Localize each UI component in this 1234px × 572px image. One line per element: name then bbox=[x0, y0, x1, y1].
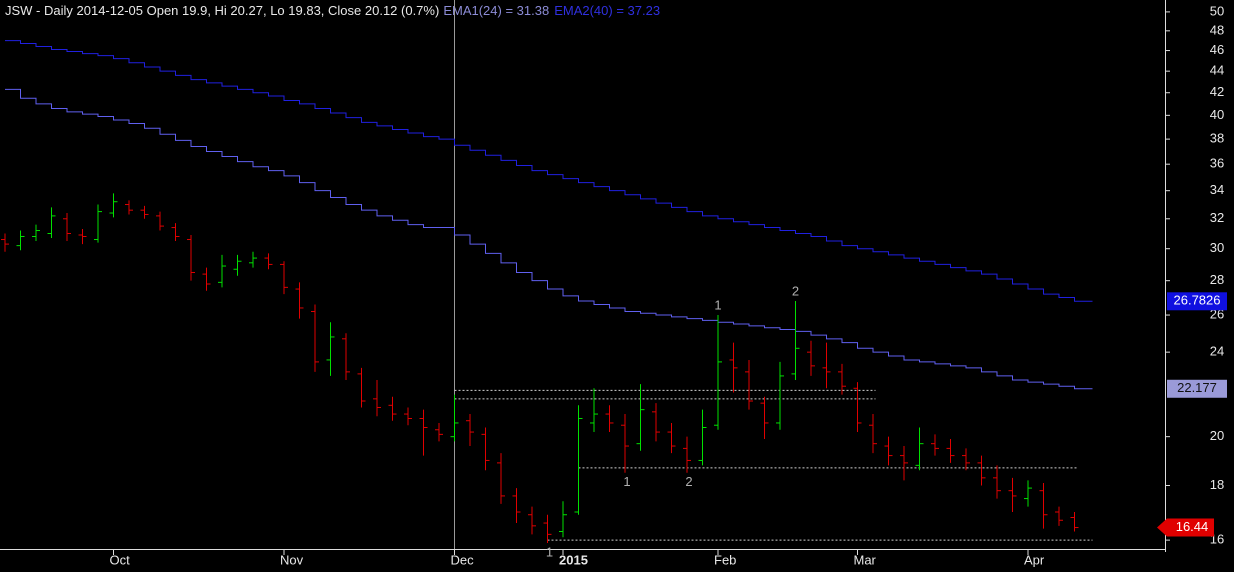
annotation: 2 bbox=[685, 474, 692, 489]
last-value-box bbox=[1167, 292, 1227, 311]
y-tick-label: 30 bbox=[1210, 240, 1224, 255]
x-tick-label: Nov bbox=[280, 552, 304, 567]
last-value-label: 26.7826 bbox=[1174, 293, 1221, 308]
y-tick-label: 40 bbox=[1210, 107, 1224, 122]
legend-entry: EMA2(40) = 37.23 bbox=[554, 3, 660, 18]
y-tick-label: 34 bbox=[1210, 182, 1224, 197]
last-price-box bbox=[1157, 518, 1214, 537]
x-tick-label: Oct bbox=[110, 552, 131, 567]
annotation: 2 bbox=[792, 283, 799, 298]
y-tick-label: 38 bbox=[1210, 131, 1224, 146]
y-tick-label: 18 bbox=[1210, 477, 1224, 492]
x-tick-label: Feb bbox=[714, 552, 736, 567]
x-tick-label: Apr bbox=[1024, 552, 1045, 567]
y-tick-label: 48 bbox=[1210, 22, 1224, 37]
last-price-label: 16.44 bbox=[1176, 519, 1209, 534]
ema-line bbox=[5, 40, 1093, 302]
y-tick-label: 36 bbox=[1210, 156, 1224, 171]
y-tick-label: 24 bbox=[1210, 344, 1224, 359]
y-tick-label: 32 bbox=[1210, 210, 1224, 225]
y-tick-label: 50 bbox=[1210, 3, 1224, 18]
last-value-box bbox=[1167, 379, 1227, 398]
ema-line bbox=[5, 88, 1093, 390]
last-value-label: 22.177 bbox=[1177, 380, 1217, 395]
chart-title: JSW - Daily 2014-12-05 Open 19.9, Hi 20.… bbox=[5, 3, 439, 18]
x-tick-label: 2015 bbox=[559, 552, 588, 567]
y-tick-label: 42 bbox=[1210, 84, 1224, 99]
annotation: 1 bbox=[623, 474, 630, 489]
x-tick-label: Dec bbox=[451, 552, 475, 567]
y-tick-label: 44 bbox=[1210, 63, 1224, 78]
x-tick-label: Mar bbox=[854, 552, 877, 567]
y-tick-label: 20 bbox=[1210, 428, 1224, 443]
annotation: 1 bbox=[714, 297, 721, 312]
y-tick-label: 46 bbox=[1210, 42, 1224, 57]
y-tick-label: 28 bbox=[1210, 272, 1224, 287]
legend-entry: EMA1(24) = 31.38 bbox=[443, 3, 549, 18]
annotation: 1 bbox=[546, 544, 553, 559]
chart-header: JSW - Daily 2014-12-05 Open 19.9, Hi 20.… bbox=[5, 3, 660, 18]
